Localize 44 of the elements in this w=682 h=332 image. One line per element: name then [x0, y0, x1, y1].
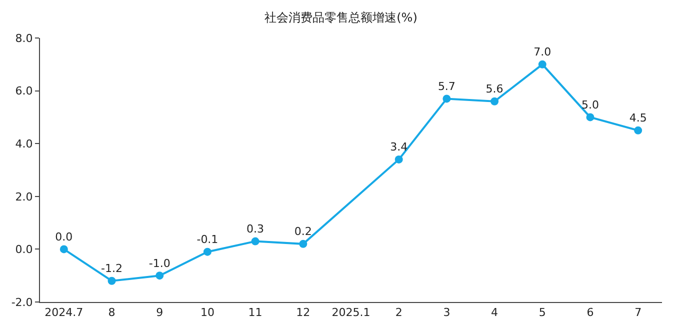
point — [538, 60, 546, 68]
chart-title: 社会消费品零售总额增速(%) — [264, 10, 418, 25]
data-label: 0.0 — [55, 230, 73, 244]
data-label: 0.3 — [246, 222, 264, 236]
point — [634, 126, 642, 134]
data-label: 3.4 — [390, 140, 408, 154]
x-tick-label: 12 — [296, 306, 310, 320]
data-label: 7.0 — [534, 46, 552, 59]
data-label: 5.0 — [581, 98, 599, 112]
x-tick-label: 11 — [248, 306, 262, 320]
x-tick-label: 7 — [634, 306, 642, 320]
data-label: -1.2 — [101, 262, 123, 276]
data-label: 4.5 — [629, 112, 647, 125]
point — [108, 276, 116, 285]
data-label: 5.6 — [486, 82, 504, 96]
y-tick-label: 6.0 — [15, 84, 33, 98]
point — [299, 240, 308, 248]
data-label: 0.2 — [294, 225, 312, 238]
point — [490, 97, 499, 106]
point — [394, 155, 403, 164]
point — [60, 245, 68, 254]
x-tick-label: 10 — [200, 306, 214, 320]
x-tick-label: 6 — [586, 306, 594, 320]
point — [251, 237, 260, 246]
x-tick-label: 2025.1 — [332, 306, 370, 320]
data-label: -0.1 — [196, 233, 218, 246]
point — [203, 248, 212, 256]
data-label: -1.0 — [148, 256, 170, 270]
y-tick-label: 4.0 — [15, 137, 33, 150]
x-tick-label: 5 — [538, 306, 546, 320]
x-tick-label: 4 — [491, 306, 498, 320]
x-tick-label: 2024.7 — [44, 306, 84, 320]
x-tick-label: 8 — [108, 306, 116, 320]
x-tick-label: 2 — [395, 306, 402, 320]
point — [586, 113, 594, 122]
y-tick-label: 2.0 — [15, 190, 33, 204]
point — [442, 94, 451, 103]
data-label: 5.7 — [438, 80, 456, 93]
x-tick-label: 9 — [156, 306, 164, 320]
y-tick-label: 8.0 — [15, 32, 33, 45]
x-tick-label: 3 — [443, 306, 450, 320]
y-tick-label: -2.0 — [11, 296, 33, 309]
y-tick-label: 0.0 — [15, 243, 33, 256]
point — [156, 272, 164, 280]
